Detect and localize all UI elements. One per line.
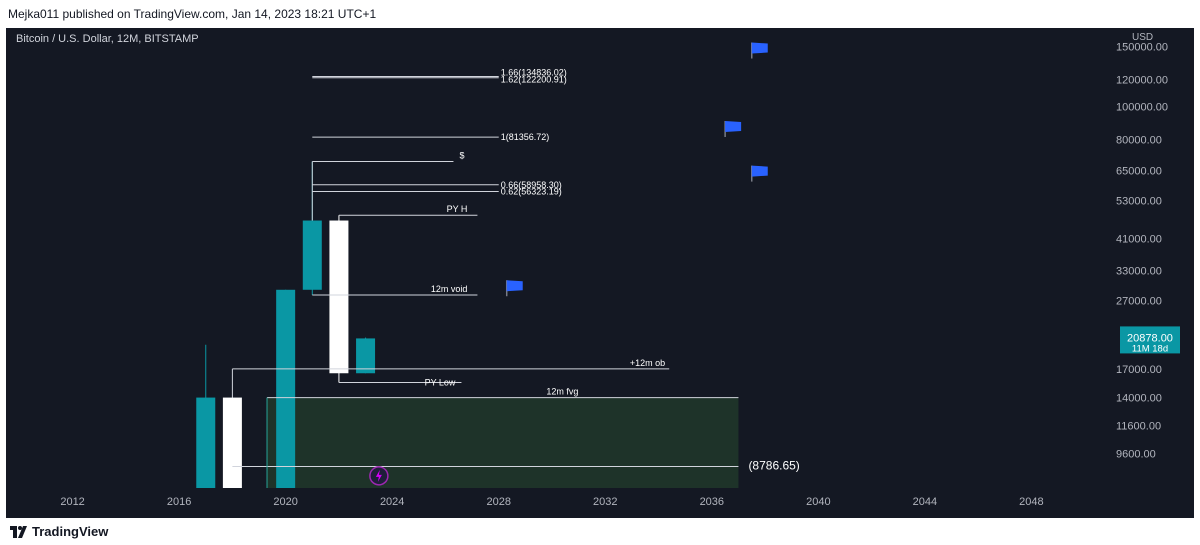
y-tick-label: 11600.00 bbox=[1116, 420, 1161, 432]
published-header: Mejka011 published on TradingView.com, J… bbox=[0, 0, 1200, 28]
level-label-py-low: PY Low bbox=[425, 378, 456, 388]
level-label-0-62-56323-19: 0.62(56323.19) bbox=[501, 187, 562, 197]
candle-body-2023 bbox=[356, 338, 376, 374]
candle-body-2020 bbox=[276, 289, 296, 488]
y-tick-label: 65000.00 bbox=[1116, 165, 1162, 177]
x-tick-label: 2040 bbox=[806, 496, 830, 508]
level-label-12m-ob: +12m ob bbox=[630, 358, 665, 368]
level-label-12m-fvg: 12m fvg bbox=[546, 387, 578, 397]
candle-body-2021 bbox=[302, 220, 322, 290]
flag-icon bbox=[725, 121, 742, 133]
x-tick-label: 2032 bbox=[593, 496, 617, 508]
y-tick-label: 9600.00 bbox=[1116, 448, 1156, 460]
y-tick-label: 120000.00 bbox=[1116, 75, 1168, 87]
candle-body-2018 bbox=[222, 397, 242, 488]
price-chart[interactable]: Bitcoin / U.S. Dollar, 12M, BITSTAMP 1.66… bbox=[6, 28, 1194, 518]
published-info: Mejka011 published on TradingView.com, J… bbox=[8, 7, 377, 21]
level-label-py-h: PY H bbox=[447, 204, 468, 214]
x-tick-label: 2024 bbox=[380, 496, 404, 508]
level-label-1-62-122200-91: 1.62(122200.91) bbox=[501, 75, 567, 85]
x-tick-label: 2016 bbox=[167, 496, 191, 508]
x-tick-label: 2044 bbox=[913, 496, 937, 508]
lightning-bolt-icon bbox=[375, 469, 382, 482]
level-label-0-66-58958-30: 0.66(58958.30) bbox=[501, 180, 562, 190]
level-label-1-66-134836-02: 1.66(134836.02) bbox=[501, 68, 567, 78]
x-tick-label: 2028 bbox=[486, 496, 510, 508]
tradingview-brand: TradingView bbox=[32, 524, 109, 539]
y-tick-label: 33000.00 bbox=[1116, 266, 1162, 278]
y-tick-label: 27000.00 bbox=[1116, 295, 1162, 307]
level-label-8786-65: (8786.65) bbox=[748, 459, 799, 473]
x-tick-label: 2012 bbox=[60, 496, 84, 508]
chart-panel[interactable]: Bitcoin / U.S. Dollar, 12M, BITSTAMP 1.66… bbox=[6, 28, 1194, 518]
level-label-12m-void: 12m void bbox=[431, 284, 468, 294]
y-tick-label: 80000.00 bbox=[1116, 135, 1162, 147]
y-tick-label: 100000.00 bbox=[1116, 102, 1168, 114]
tradingview-logo-icon bbox=[10, 525, 27, 538]
flag-icon bbox=[506, 280, 523, 292]
currency-label: USD bbox=[1132, 32, 1153, 43]
flag-icon bbox=[751, 42, 768, 54]
x-tick-label: 2020 bbox=[273, 496, 297, 508]
last-price-value: 20878.00 bbox=[1127, 332, 1173, 344]
y-tick-label: 17000.00 bbox=[1116, 364, 1162, 376]
level-label-1-81356-72: 1(81356.72) bbox=[501, 132, 550, 142]
chart-title: Bitcoin / U.S. Dollar, 12M, BITSTAMP bbox=[16, 33, 199, 45]
y-tick-label: 150000.00 bbox=[1116, 42, 1168, 54]
x-tick-label: 2036 bbox=[700, 496, 724, 508]
last-price-countdown: 11M 18d bbox=[1132, 343, 1168, 354]
tradingview-logo[interactable]: TradingView bbox=[10, 524, 108, 539]
fvg-zone bbox=[267, 397, 739, 488]
y-tick-label: 14000.00 bbox=[1116, 393, 1162, 405]
footer: TradingView bbox=[0, 518, 1200, 545]
y-tick-label: 41000.00 bbox=[1116, 234, 1162, 246]
candle-body-2022 bbox=[329, 220, 349, 374]
candle-body-2017 bbox=[196, 397, 216, 488]
last-price-tag bbox=[1120, 326, 1180, 354]
flag-icon bbox=[751, 165, 768, 177]
level-label-: $ bbox=[459, 150, 464, 160]
y-tick-label: 53000.00 bbox=[1116, 196, 1162, 208]
x-tick-label: 2048 bbox=[1019, 496, 1043, 508]
